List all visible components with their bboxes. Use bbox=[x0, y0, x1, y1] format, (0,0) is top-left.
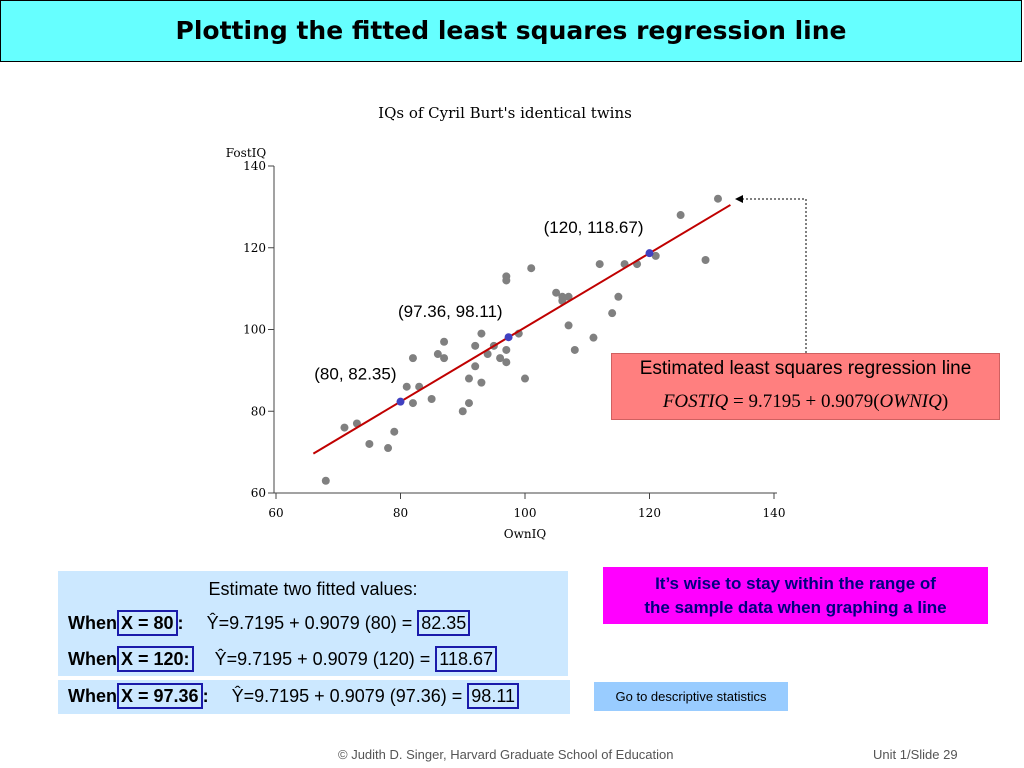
data-point bbox=[384, 444, 393, 453]
descriptive-statistics-link[interactable]: Go to descriptive statistics bbox=[594, 682, 788, 711]
highlight-point bbox=[645, 249, 654, 258]
highlight-point bbox=[504, 333, 513, 342]
estimates-panel: Estimate two fitted values: When X = 80: … bbox=[58, 571, 568, 676]
x-value-box: X = 97.36 bbox=[117, 683, 203, 709]
when-label: When bbox=[68, 613, 117, 633]
data-point bbox=[502, 345, 511, 354]
result-box: 98.11 bbox=[467, 683, 520, 709]
data-point bbox=[502, 272, 511, 281]
y-axis-label: FostIQ bbox=[226, 146, 267, 160]
footer-slide-number: Unit 1/Slide 29 bbox=[873, 747, 958, 762]
separator: : bbox=[202, 686, 209, 706]
data-point bbox=[477, 329, 486, 338]
highlight-point-label: (120, 118.67) bbox=[544, 218, 644, 237]
data-point bbox=[651, 251, 660, 260]
regression-callout: Estimated least squares regression line … bbox=[611, 353, 1000, 420]
x-value-box: X = 80 bbox=[117, 610, 178, 636]
data-point bbox=[433, 350, 442, 359]
x-value-box: X = 120: bbox=[117, 646, 194, 672]
data-point bbox=[408, 354, 417, 363]
data-point bbox=[340, 423, 349, 432]
data-point bbox=[608, 309, 617, 318]
data-point bbox=[365, 439, 374, 448]
data-point bbox=[552, 288, 561, 297]
separator: : bbox=[177, 613, 184, 633]
estimate-row-97: When X = 97.36: Ŷ=9.7195 + 0.9079 (97.36)… bbox=[68, 683, 520, 709]
data-point bbox=[564, 321, 573, 330]
data-point bbox=[458, 407, 467, 416]
equation-variable: OWNIQ bbox=[879, 391, 942, 412]
data-point bbox=[558, 292, 567, 301]
slide-title: Plotting the fitted least squares regres… bbox=[175, 16, 847, 45]
y-tick-label: 140 bbox=[243, 159, 266, 173]
y-tick-label: 60 bbox=[251, 486, 266, 500]
x-tick-label: 140 bbox=[763, 506, 786, 520]
data-point bbox=[614, 292, 623, 301]
chart-title: IQs of Cyril Burt's identical twins bbox=[378, 104, 632, 122]
equation-lhs: FOSTIQ bbox=[662, 391, 729, 412]
when-label: When bbox=[68, 649, 117, 669]
data-point bbox=[496, 354, 505, 363]
title-bar: Plotting the fitted least squares regres… bbox=[0, 0, 1022, 62]
y-ticks: 60 80 100 120 140 bbox=[243, 159, 274, 500]
callout-equation: FOSTIQ = 9.7195 + 0.9079(OWNIQ) bbox=[612, 391, 999, 413]
callout-title: Estimated least squares regression line bbox=[639, 358, 972, 379]
highlight-point-label: (97.36, 98.11) bbox=[398, 302, 503, 321]
data-point bbox=[477, 378, 486, 387]
data-point bbox=[527, 264, 536, 273]
footer-copyright: © Judith D. Singer, Harvard Graduate Sch… bbox=[338, 747, 674, 762]
data-point bbox=[713, 194, 722, 203]
data-point bbox=[471, 362, 480, 371]
data-point bbox=[595, 260, 604, 269]
data-point bbox=[570, 345, 579, 354]
highlight-point-label: (80, 82.35) bbox=[314, 365, 396, 384]
x-axis-label: OwnIQ bbox=[504, 527, 547, 541]
highlight-point bbox=[396, 397, 405, 406]
x-ticks: 60 80 100 120 140 bbox=[268, 493, 785, 520]
result-box: 82.35 bbox=[417, 610, 471, 636]
callout-connector bbox=[735, 195, 807, 353]
y-tick-label: 120 bbox=[243, 241, 266, 255]
data-point bbox=[589, 333, 598, 342]
data-point bbox=[390, 427, 399, 436]
estimate-row-120: When X = 120: Ŷ=9.7195 + 0.9079 (120) = 1… bbox=[68, 646, 497, 672]
formula: Ŷ=9.7195 + 0.9079 (80) = bbox=[206, 613, 413, 633]
highlighted-points: (80, 82.35) (97.36, 98.11) (120, 118.67) bbox=[314, 218, 654, 406]
result-box: 118.67 bbox=[435, 646, 497, 672]
data-point bbox=[440, 337, 449, 346]
data-point bbox=[464, 374, 473, 383]
data-point bbox=[701, 256, 710, 265]
note-line-1: It’s wise to stay within the range of bbox=[655, 574, 936, 593]
equation-coefficients: = 9.7195 + 0.9079( bbox=[728, 391, 880, 412]
data-point bbox=[408, 399, 417, 408]
note-line-2: the sample data when graphing a line bbox=[644, 598, 947, 617]
data-point bbox=[502, 358, 511, 367]
data-point bbox=[427, 394, 436, 403]
x-tick-label: 120 bbox=[638, 506, 661, 520]
regression-line bbox=[312, 204, 731, 455]
data-point bbox=[471, 341, 480, 350]
data-points bbox=[321, 194, 722, 485]
estimates-heading: Estimate two fitted values: bbox=[208, 579, 418, 599]
data-point bbox=[321, 476, 330, 485]
y-tick-label: 80 bbox=[251, 404, 266, 418]
equation-close: ) bbox=[941, 391, 949, 412]
data-point bbox=[521, 374, 529, 383]
range-warning-note: It’s wise to stay within the range of th… bbox=[603, 567, 988, 624]
estimate-row-80: When X = 80: Ŷ=9.7195 + 0.9079 (80) = 82.… bbox=[68, 610, 471, 636]
x-tick-label: 60 bbox=[268, 506, 283, 520]
formula: Ŷ=9.7195 + 0.9079 (120) = bbox=[214, 649, 431, 669]
data-point bbox=[440, 354, 449, 363]
data-point bbox=[564, 292, 573, 301]
estimate-panel-row3: When X = 97.36: Ŷ=9.7195 + 0.9079 (97.36)… bbox=[58, 680, 570, 714]
data-point bbox=[402, 382, 411, 391]
data-point bbox=[464, 399, 473, 408]
data-point bbox=[676, 211, 685, 220]
formula: Ŷ=9.7195 + 0.9079 (97.36) = bbox=[231, 686, 463, 706]
y-tick-label: 100 bbox=[243, 323, 266, 337]
when-label: When bbox=[68, 686, 117, 706]
x-tick-label: 100 bbox=[514, 506, 537, 520]
x-tick-label: 80 bbox=[393, 506, 408, 520]
